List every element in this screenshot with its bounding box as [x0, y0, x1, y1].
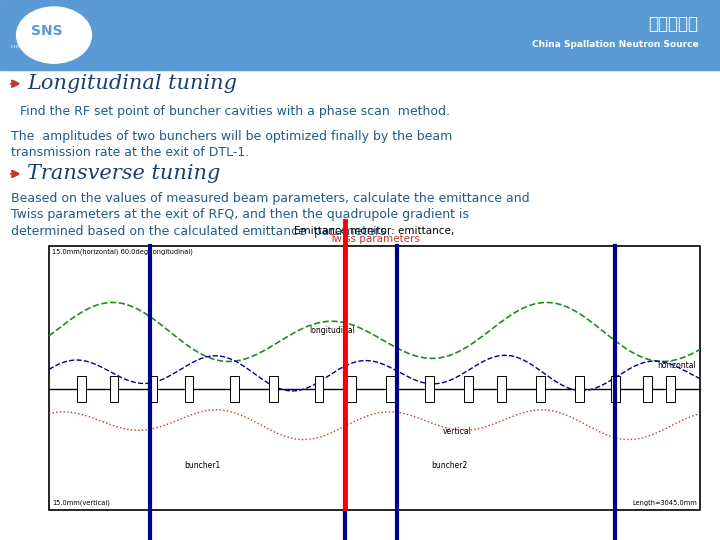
- Text: Beased on the values of measured beam parameters, calculate the emittance and: Beased on the values of measured beam pa…: [11, 192, 529, 205]
- Bar: [666, 376, 675, 402]
- Bar: [347, 376, 356, 402]
- Text: longitudinal: longitudinal: [310, 326, 355, 335]
- Bar: [387, 376, 395, 402]
- Text: 散裂中子源: 散裂中子源: [649, 15, 698, 33]
- Bar: [464, 376, 473, 402]
- Text: CHINESE ACADEMY OF SCIENCES: CHINESE ACADEMY OF SCIENCES: [11, 45, 83, 49]
- Text: China Spallation Neutron Source: China Spallation Neutron Source: [532, 40, 698, 49]
- Bar: [497, 376, 505, 402]
- Bar: [0, 0, 720, 70]
- Text: Longitudinal tuning: Longitudinal tuning: [27, 74, 238, 93]
- Bar: [575, 376, 584, 402]
- Text: 15.0mm(horizontal) 60.0deg(longitudinal): 15.0mm(horizontal) 60.0deg(longitudinal): [52, 248, 193, 255]
- Bar: [644, 376, 652, 402]
- Text: vertical: vertical: [443, 427, 472, 436]
- Text: Emittance monitor: emittance,: Emittance monitor: emittance,: [294, 226, 454, 235]
- Bar: [230, 376, 239, 402]
- Bar: [77, 376, 86, 402]
- Bar: [611, 376, 619, 402]
- Bar: [536, 376, 545, 402]
- Text: transmission rate at the exit of DTL-1.: transmission rate at the exit of DTL-1.: [11, 146, 249, 159]
- Text: SNS: SNS: [31, 24, 63, 38]
- Text: Find the RF set point of buncher cavities with a phase scan  method.: Find the RF set point of buncher cavitie…: [20, 105, 450, 118]
- Text: The  amplitudes of two bunchers will be optimized finally by the beam: The amplitudes of two bunchers will be o…: [11, 130, 452, 143]
- Text: buncher1: buncher1: [184, 461, 220, 470]
- Text: determined based on the calculated emittance  parameters.: determined based on the calculated emitt…: [11, 225, 390, 238]
- Text: buncher2: buncher2: [431, 461, 467, 470]
- Text: Twiss parameters: Twiss parameters: [329, 234, 420, 244]
- Text: Transverse tuning: Transverse tuning: [27, 164, 221, 184]
- Text: Length=3045.0mm: Length=3045.0mm: [632, 500, 697, 506]
- Bar: [49, 246, 700, 510]
- Bar: [315, 376, 323, 402]
- Text: horizontal: horizontal: [657, 361, 696, 370]
- Bar: [184, 376, 193, 402]
- Bar: [269, 376, 278, 402]
- Text: Twiss parameters at the exit of RFQ, and then the quadrupole gradient is: Twiss parameters at the exit of RFQ, and…: [11, 208, 469, 221]
- Bar: [109, 376, 118, 402]
- Circle shape: [17, 7, 91, 63]
- Text: 15.0mm(vertical): 15.0mm(vertical): [52, 500, 109, 506]
- Bar: [149, 376, 158, 402]
- Bar: [426, 376, 434, 402]
